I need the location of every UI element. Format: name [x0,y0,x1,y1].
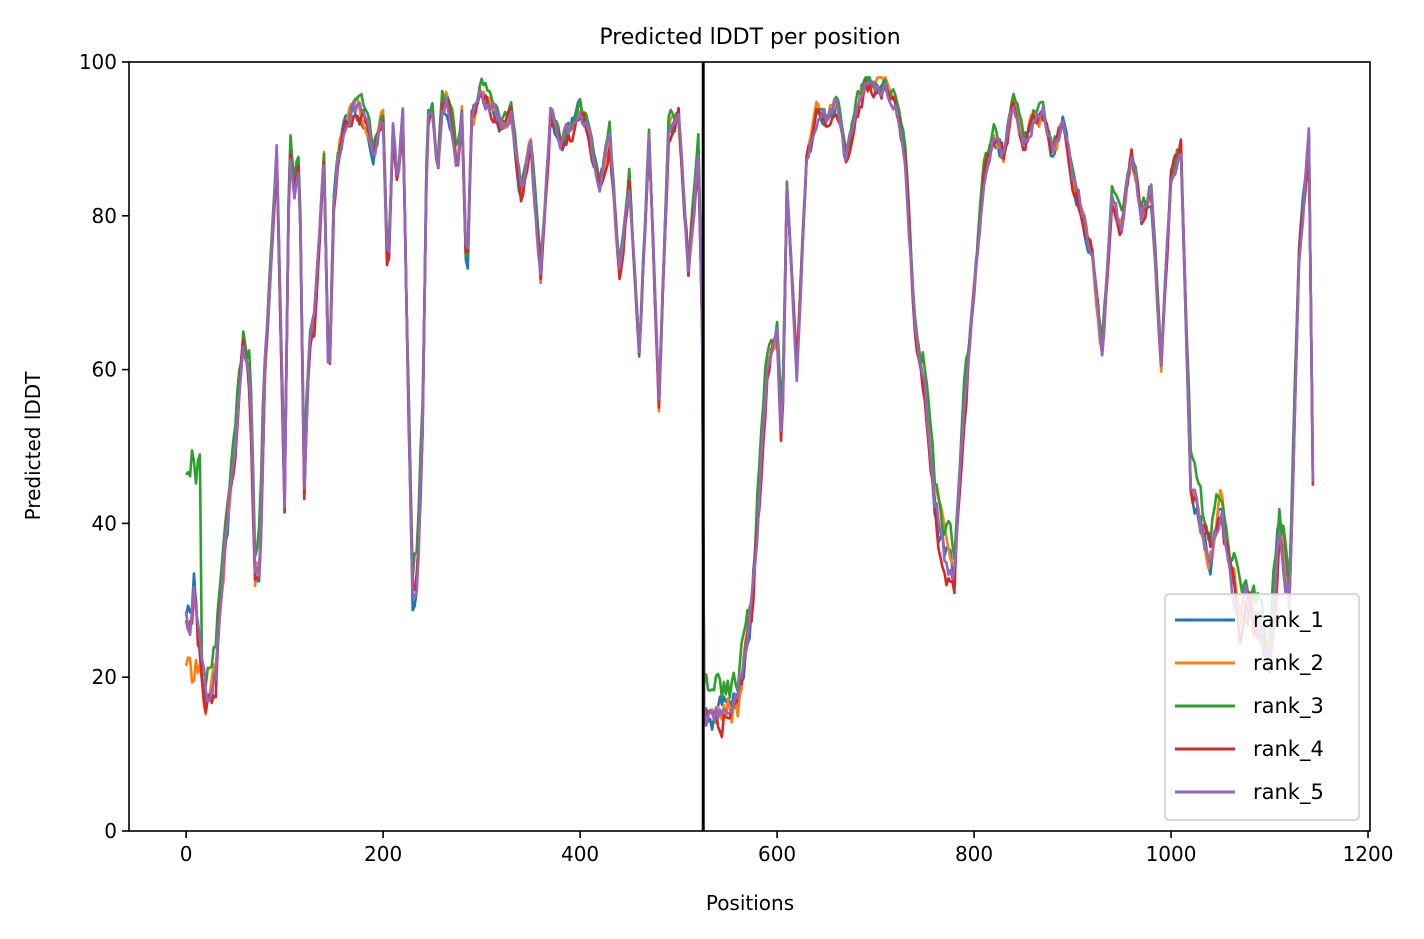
plot-frame [128,61,1371,832]
x-tick-label: 1000 [1146,842,1197,866]
x-axis-label: Positions [706,891,794,915]
y-tick-label: 20 [92,665,117,689]
series-line-rank_5 [184,80,1315,727]
legend-label-rank_2: rank_2 [1253,651,1324,676]
x-tick-label: 600 [758,842,796,866]
x-tick-label: 1200 [1343,842,1394,866]
legend-label-rank_5: rank_5 [1253,780,1324,805]
y-tick-label: 100 [79,50,117,74]
series-line-rank_3 [185,76,1315,700]
legend-label-rank_3: rank_3 [1253,694,1324,719]
legend-box [1164,593,1360,821]
y-tick-label: 0 [104,819,117,843]
x-tick-label: 400 [561,842,599,866]
x-axis: 0 200 400 600 800 1000 1200 [180,831,1394,866]
y-tick-label: 40 [92,511,117,535]
y-axis: 0 20 40 60 80 100 [79,50,129,843]
x-tick-label: 800 [955,842,993,866]
x-tick-label: 0 [180,842,193,866]
legend-label-rank_1: rank_1 [1253,608,1324,633]
legend-label-rank_4: rank_4 [1253,737,1324,762]
x-tick-label: 200 [364,842,402,866]
y-axis-label: Predicted lDDT [21,371,45,521]
series-layer [184,76,1315,739]
y-tick-label: 60 [92,358,117,382]
legend: rank_1 rank_2 rank_3 rank_4 rank_5 [1164,593,1360,821]
y-tick-label: 80 [92,204,117,228]
chart-title: Predicted lDDT per position [599,25,900,50]
